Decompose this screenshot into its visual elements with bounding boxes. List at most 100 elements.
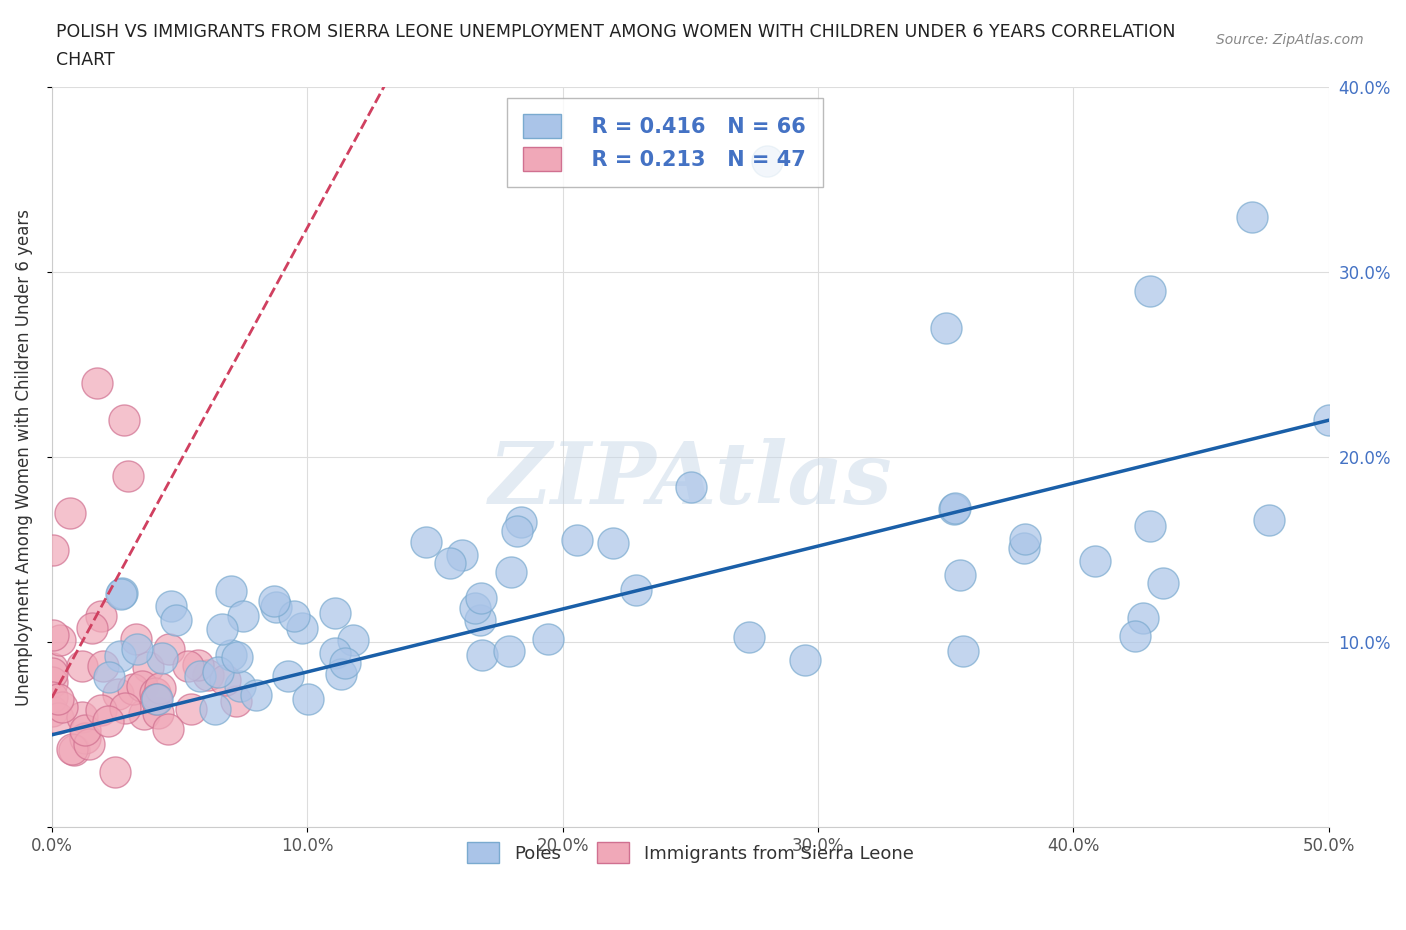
Point	[219, 584, 242, 599]
Point	[150, 651, 173, 666]
Point	[51, 699, 73, 714]
Point	[91, 658, 114, 673]
Point	[108, 649, 131, 664]
Point	[283, 608, 305, 623]
Point	[755, 153, 778, 168]
Point	[1139, 284, 1161, 299]
Point	[149, 681, 172, 696]
Text: ZIPAtlas: ZIPAtlas	[488, 438, 893, 521]
Point	[323, 605, 346, 620]
Point	[537, 631, 560, 646]
Point	[42, 628, 65, 643]
Point	[342, 632, 364, 647]
Point	[145, 692, 167, 707]
Point	[510, 514, 533, 529]
Point	[225, 649, 247, 664]
Point	[232, 608, 254, 623]
Point	[470, 590, 492, 604]
Point	[277, 669, 299, 684]
Point	[464, 601, 486, 616]
Point	[329, 667, 352, 682]
Point	[90, 608, 112, 623]
Point	[498, 644, 520, 658]
Point	[204, 702, 226, 717]
Point	[499, 565, 522, 579]
Point	[439, 556, 461, 571]
Point	[131, 678, 153, 693]
Text: Source: ZipAtlas.com: Source: ZipAtlas.com	[1216, 33, 1364, 46]
Point	[626, 583, 648, 598]
Point	[1132, 611, 1154, 626]
Point	[602, 536, 624, 551]
Point	[1241, 209, 1264, 224]
Point	[229, 679, 252, 694]
Point	[49, 633, 72, 648]
Point	[323, 646, 346, 661]
Point	[77, 737, 100, 751]
Point	[143, 685, 166, 700]
Y-axis label: Unemployment Among Women with Children Under 6 years: Unemployment Among Women with Children U…	[15, 208, 32, 706]
Point	[942, 501, 965, 516]
Point	[107, 686, 129, 701]
Point	[125, 631, 148, 646]
Point	[70, 710, 93, 724]
Point	[952, 644, 974, 658]
Point	[1123, 629, 1146, 644]
Point	[266, 600, 288, 615]
Point	[46, 692, 69, 707]
Point	[180, 702, 202, 717]
Point	[415, 535, 437, 550]
Point	[245, 687, 267, 702]
Point	[468, 613, 491, 628]
Point	[1014, 531, 1036, 546]
Point	[565, 533, 588, 548]
Point	[943, 500, 966, 515]
Point	[197, 667, 219, 682]
Point	[98, 670, 121, 684]
Point	[41, 542, 63, 557]
Point	[62, 743, 84, 758]
Point	[506, 524, 529, 538]
Point	[1343, 524, 1365, 538]
Point	[225, 693, 247, 708]
Point	[110, 587, 132, 602]
Text: CHART: CHART	[56, 51, 115, 69]
Point	[1153, 576, 1175, 591]
Point	[291, 620, 314, 635]
Point	[177, 658, 200, 673]
Point	[72, 658, 94, 673]
Point	[297, 692, 319, 707]
Point	[160, 599, 183, 614]
Point	[214, 672, 236, 687]
Point	[794, 652, 817, 667]
Point	[117, 469, 139, 484]
Point	[1139, 519, 1161, 534]
Point	[41, 689, 63, 704]
Point	[112, 413, 135, 428]
Point	[1012, 541, 1035, 556]
Point	[136, 660, 159, 675]
Point	[104, 764, 127, 779]
Point	[114, 700, 136, 715]
Point	[41, 703, 63, 718]
Point	[90, 702, 112, 717]
Point	[211, 621, 233, 636]
Point	[41, 660, 63, 675]
Point	[132, 707, 155, 722]
Point	[949, 567, 972, 582]
Point	[82, 620, 104, 635]
Point	[59, 505, 82, 520]
Point	[97, 713, 120, 728]
Legend: Poles, Immigrants from Sierra Leone: Poles, Immigrants from Sierra Leone	[460, 835, 921, 870]
Point	[263, 594, 285, 609]
Point	[186, 658, 208, 672]
Point	[86, 376, 108, 391]
Point	[156, 722, 179, 737]
Point	[335, 655, 357, 670]
Point	[111, 585, 134, 600]
Point	[165, 613, 187, 628]
Point	[41, 666, 63, 681]
Point	[146, 691, 169, 706]
Point	[125, 642, 148, 657]
Point	[219, 647, 242, 662]
